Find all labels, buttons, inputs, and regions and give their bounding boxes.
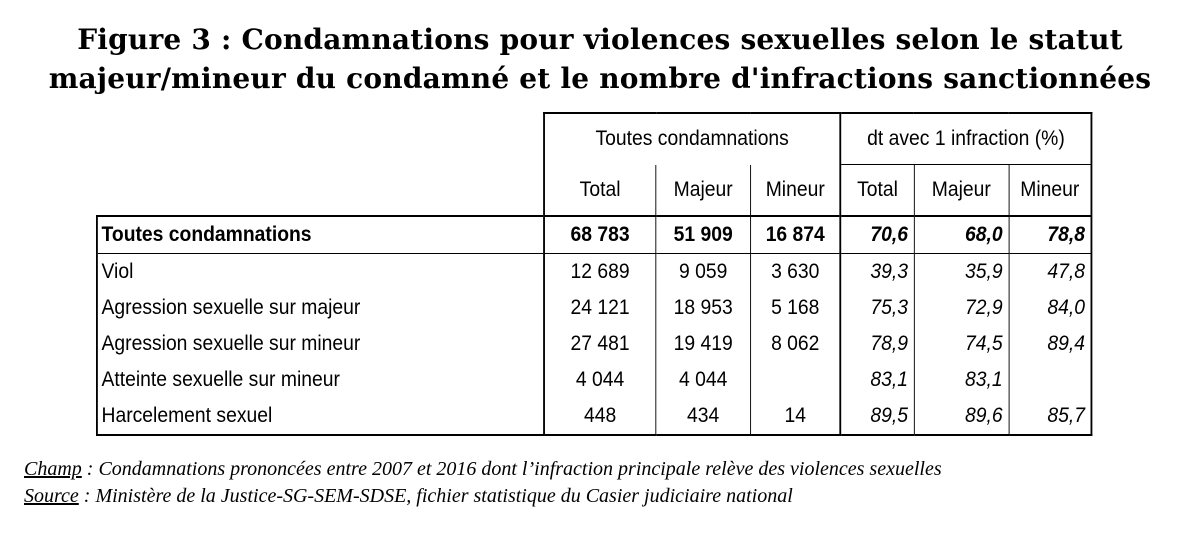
col-header-pct-majeur: Majeur <box>913 164 1009 216</box>
source-note: Source : Ministère de la Justice-SG-SEM-… <box>24 483 942 510</box>
col-header-pct-mineur: Mineur <box>1008 164 1093 216</box>
cell-pct-majeur: 35,9 <box>913 253 1009 290</box>
cell-pct-mineur: 84,0 <box>1008 290 1093 326</box>
table-row: Harcelement sexuel 448 434 14 89,5 89,6 … <box>96 398 1093 436</box>
cell-majeur: 19 419 <box>655 326 751 362</box>
cell-pct-mineur: 89,4 <box>1008 326 1093 362</box>
row-label: Toutes condamnations <box>96 215 544 254</box>
group-header-row: Toutes condamnations dt avec 1 infractio… <box>97 112 1093 165</box>
cell-majeur: 51 909 <box>655 215 751 254</box>
group-header-single: dt avec 1 infraction (%) <box>839 112 1093 165</box>
cell-pct-majeur: 74,5 <box>913 326 1009 362</box>
cell-pct-mineur <box>1008 362 1093 398</box>
cell-total: 27 481 <box>542 326 656 362</box>
cell-pct-total: 83,1 <box>839 362 914 398</box>
cell-mineur: 3 630 <box>749 253 841 290</box>
cell-pct-total: 89,5 <box>839 398 914 436</box>
champ-key: Champ <box>24 458 82 480</box>
cell-pct-majeur: 72,9 <box>913 290 1009 326</box>
cell-total: 4 044 <box>542 362 656 398</box>
cell-majeur: 4 044 <box>655 362 751 398</box>
table-row: Toutes condamnations 68 783 51 909 16 87… <box>96 215 1093 254</box>
header-corner <box>97 113 544 165</box>
cell-pct-total: 70,6 <box>839 215 914 254</box>
cell-pct-mineur: 85,7 <box>1008 398 1093 436</box>
cell-pct-majeur: 68,0 <box>913 215 1009 254</box>
source-key: Source <box>24 485 79 507</box>
cell-mineur: 14 <box>749 398 841 436</box>
table-row: Agression sexuelle sur mineur 27 481 19 … <box>96 326 1093 362</box>
champ-note: Champ : Condamnations prononcées entre 2… <box>24 456 942 483</box>
cell-majeur: 434 <box>655 398 751 436</box>
table-row: Atteinte sexuelle sur mineur 4 044 4 044… <box>96 362 1093 398</box>
group-header-all: Toutes condamnations <box>542 112 841 165</box>
title-line-2: majeur/mineur du condamné et le nombre d… <box>48 62 1152 95</box>
cell-pct-total: 78,9 <box>839 326 914 362</box>
cell-total: 12 689 <box>542 253 656 290</box>
source-text: : Ministère de la Justice-SG-SEM-SDSE, f… <box>78 485 793 507</box>
cell-mineur <box>749 362 841 398</box>
cell-mineur: 8 062 <box>749 326 841 362</box>
cell-majeur: 18 953 <box>655 290 751 326</box>
col-header-majeur: Majeur <box>655 164 751 216</box>
cell-pct-total: 75,3 <box>839 290 914 326</box>
table-row: Viol 12 689 9 059 3 630 39,3 35,9 47,8 <box>96 253 1093 290</box>
row-label: Harcelement sexuel <box>96 398 544 436</box>
cell-majeur: 9 059 <box>655 253 751 290</box>
table-notes: Champ : Condamnations prononcées entre 2… <box>24 456 942 510</box>
cell-total: 68 783 <box>542 215 656 254</box>
cell-total: 448 <box>542 398 656 436</box>
sub-header-row: Total Majeur Mineur Total Majeur Mineur <box>97 164 1093 217</box>
champ-text: : Condamnations prononcées entre 2007 et… <box>81 458 942 480</box>
cell-pct-mineur: 47,8 <box>1008 253 1093 290</box>
cell-pct-mineur: 78,8 <box>1008 215 1093 254</box>
cell-mineur: 16 874 <box>749 215 841 254</box>
col-header-mineur: Mineur <box>749 164 841 216</box>
cell-pct-total: 39,3 <box>839 253 914 290</box>
cell-total: 24 121 <box>542 290 656 326</box>
cell-mineur: 5 168 <box>749 290 841 326</box>
row-label: Agression sexuelle sur mineur <box>96 326 544 362</box>
header-corner-2 <box>97 165 544 217</box>
table-row: Agression sexuelle sur majeur 24 121 18 … <box>96 290 1093 326</box>
col-header-total: Total <box>542 164 656 216</box>
figure-title: Figure 3 : Condamnations pour violences … <box>0 20 1200 98</box>
title-line-1: Figure 3 : Condamnations pour violences … <box>77 23 1123 56</box>
cell-pct-majeur: 83,1 <box>913 362 1009 398</box>
row-label: Atteinte sexuelle sur mineur <box>96 362 544 398</box>
row-label: Viol <box>96 253 544 290</box>
row-label: Agression sexuelle sur majeur <box>96 290 544 326</box>
col-header-pct-total: Total <box>839 164 914 216</box>
cell-pct-majeur: 89,6 <box>913 398 1009 436</box>
convictions-table: Toutes condamnations dt avec 1 infractio… <box>96 112 1093 436</box>
